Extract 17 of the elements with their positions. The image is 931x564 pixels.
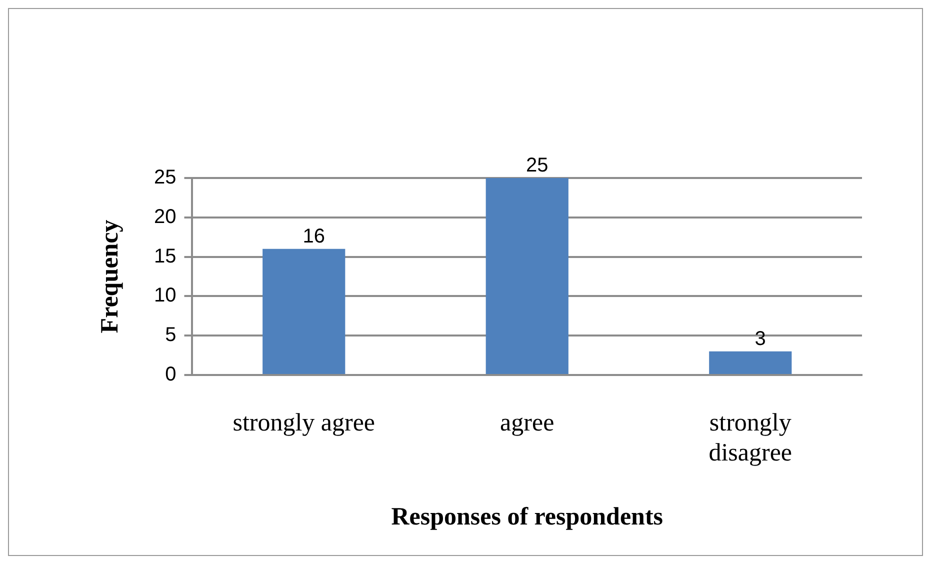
data-label: 16: [302, 225, 325, 248]
y-tick-label: 0: [165, 364, 176, 386]
y-axis-title: Frequency: [96, 219, 124, 334]
y-tick-label: 20: [154, 206, 176, 228]
bar: [262, 248, 346, 374]
y-tick-label: 10: [154, 284, 176, 307]
x-axis-title: Responses of respondents: [391, 503, 664, 530]
data-label: 25: [526, 154, 548, 177]
data-label: 3: [754, 328, 766, 350]
bar: [709, 351, 792, 374]
x-tick-label: strongly agree: [232, 410, 376, 437]
x-tick-label: agree: [500, 410, 554, 437]
y-tick-label: 5: [165, 324, 176, 346]
y-tick-label: 15: [154, 245, 176, 268]
y-tick-label: 25: [154, 166, 176, 189]
x-tick-label: strongly disagree: [708, 410, 792, 467]
bar: [486, 178, 568, 374]
